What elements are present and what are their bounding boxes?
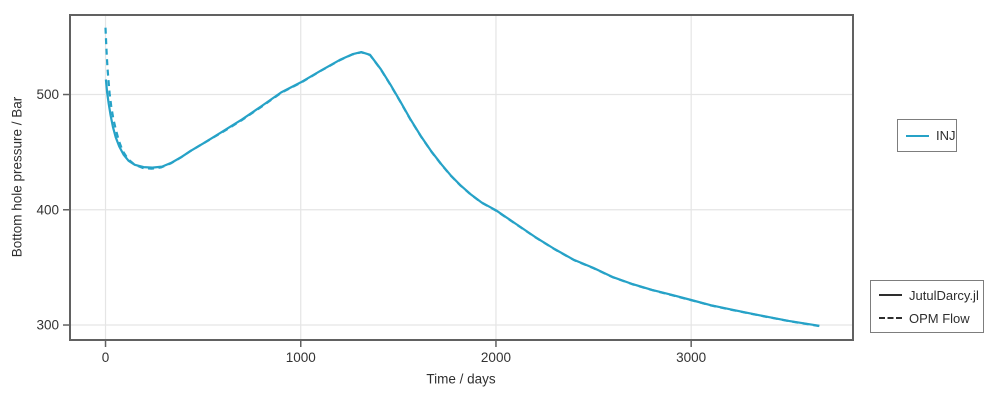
y-tick-label: 300 — [36, 318, 59, 333]
x-tick-label: 2000 — [481, 350, 511, 365]
plot-border — [69, 14, 854, 341]
legend-label-jutuldarcy: JutulDarcy.jl — [909, 287, 979, 303]
x-tick-label: 1000 — [286, 350, 316, 365]
legend-item-jutuldarcy: JutulDarcy.jl — [879, 286, 983, 305]
series-path-jutuldarcy-jl — [104, 51, 820, 327]
inj-line-sample — [906, 134, 929, 137]
legend-wells: INJ — [897, 119, 957, 152]
legend-item-inj: INJ — [906, 126, 956, 145]
legend-item-opmflow: OPM Flow — [879, 309, 983, 328]
y-axis-title: Bottom hole pressure / Bar — [9, 96, 25, 258]
series-path-opm-flow — [104, 27, 820, 328]
x-tick-label: 0 — [102, 350, 110, 365]
x-axis-title: Time / days — [426, 371, 496, 387]
dashed-line-sample — [879, 317, 902, 319]
y-tick-label: 500 — [36, 87, 59, 102]
legend-simulators: JutulDarcy.jl OPM Flow — [870, 280, 984, 333]
legend-label-opmflow: OPM Flow — [909, 310, 970, 326]
x-tick-label: 3000 — [676, 350, 706, 365]
solid-line-sample — [879, 294, 902, 296]
y-tick-label: 400 — [36, 202, 59, 217]
legend-label-inj: INJ — [936, 128, 956, 143]
